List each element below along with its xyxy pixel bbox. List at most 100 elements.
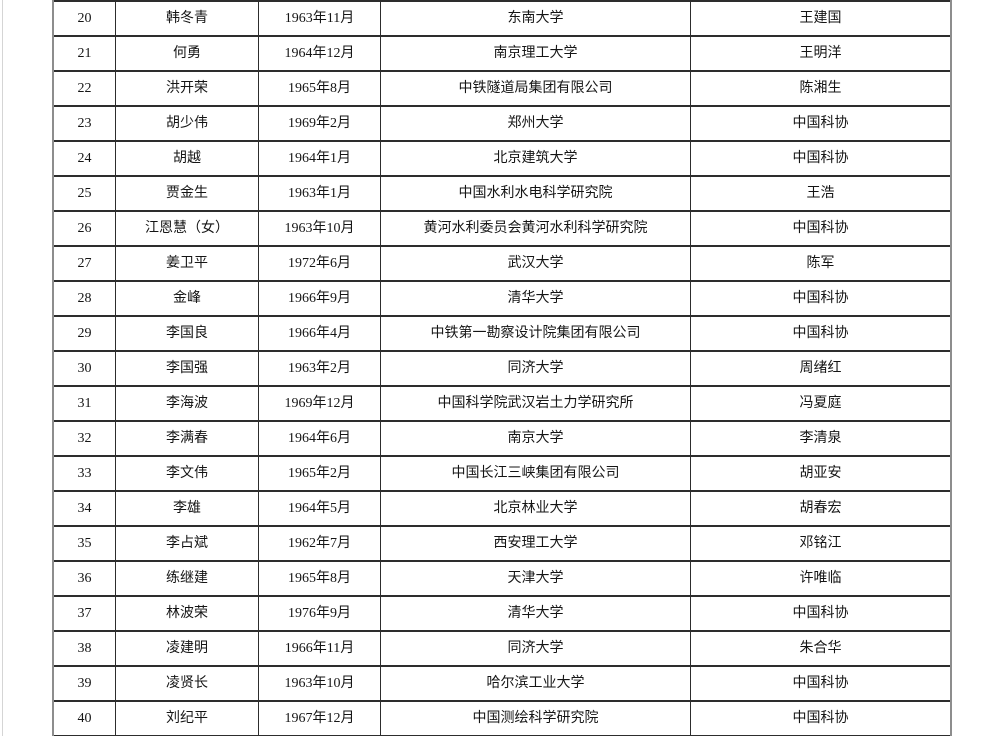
- table-row: 20 韩冬青 1963年11月 东南大学 王建国: [54, 2, 950, 37]
- cell-index: 24: [54, 142, 116, 175]
- cell-index: 26: [54, 212, 116, 245]
- cell-birth_date: 1963年10月: [259, 667, 381, 700]
- cell-workplace: 武汉大学: [381, 247, 691, 280]
- cell-workplace: 郑州大学: [381, 107, 691, 140]
- cell-name: 何勇: [116, 37, 259, 70]
- table-row: 37 林波荣 1976年9月 清华大学 中国科协: [54, 597, 950, 632]
- cell-birth_date: 1964年6月: [259, 422, 381, 455]
- cell-index: 38: [54, 632, 116, 665]
- cell-workplace: 南京理工大学: [381, 37, 691, 70]
- cell-name: 胡少伟: [116, 107, 259, 140]
- cell-name: 胡越: [116, 142, 259, 175]
- cell-birth_date: 1972年6月: [259, 247, 381, 280]
- table-row: 34 李雄 1964年5月 北京林业大学 胡春宏: [54, 492, 950, 527]
- table-row: 22 洪开荣 1965年8月 中铁隧道局集团有限公司 陈湘生: [54, 72, 950, 107]
- cell-workplace: 黄河水利委员会黄河水利科学研究院: [381, 212, 691, 245]
- cell-workplace: 同济大学: [381, 352, 691, 385]
- cell-index: 21: [54, 37, 116, 70]
- cell-index: 36: [54, 562, 116, 595]
- cell-name: 李海波: [116, 387, 259, 420]
- cell-workplace: 清华大学: [381, 597, 691, 630]
- cell-index: 33: [54, 457, 116, 490]
- cell-index: 37: [54, 597, 116, 630]
- cell-nominator: 中国科协: [792, 150, 849, 166]
- cell-index: 20: [54, 2, 116, 35]
- table-row: 33 李文伟 1965年2月 中国长江三峡集团有限公司 胡亚安: [54, 457, 950, 492]
- table-row: 39 凌贤长 1963年10月 哈尔滨工业大学 中国科协: [54, 667, 950, 702]
- cell-nominator: 中国科协: [792, 675, 849, 691]
- cell-workplace: 中国水利水电科学研究院: [381, 177, 691, 210]
- cell-birth_date: 1962年7月: [259, 527, 381, 560]
- table-row: 25 贾金生 1963年1月 中国水利水电科学研究院 王浩: [54, 177, 950, 212]
- cell-index: 25: [54, 177, 116, 210]
- cell-workplace: 北京林业大学: [381, 492, 691, 525]
- cell-birth_date: 1963年11月: [259, 2, 381, 35]
- cell-index: 39: [54, 667, 116, 700]
- cell-birth_date: 1969年2月: [259, 107, 381, 140]
- table-top-rule: [54, 0, 950, 2]
- cell-index: 32: [54, 422, 116, 455]
- cell-birth_date: 1965年2月: [259, 457, 381, 490]
- cell-index: 34: [54, 492, 116, 525]
- table-row: 31 李海波 1969年12月 中国科学院武汉岩土力学研究所 冯夏庭: [54, 387, 950, 422]
- cell-birth_date: 1963年10月: [259, 212, 381, 245]
- cell-nominator: 王浩: [806, 185, 835, 201]
- cell-nominator: 中国科协: [792, 290, 849, 306]
- cell-birth_date: 1963年1月: [259, 177, 381, 210]
- cell-name: 凌建明: [116, 632, 259, 665]
- cell-birth_date: 1976年9月: [259, 597, 381, 630]
- cell-name: 金峰: [116, 282, 259, 315]
- cell-birth_date: 1969年12月: [259, 387, 381, 420]
- cell-birth_date: 1966年11月: [259, 632, 381, 665]
- cell-workplace: 南京大学: [381, 422, 691, 455]
- cell-nominator: 陈湘生: [799, 80, 842, 96]
- cell-nominator: 陈军: [806, 255, 835, 271]
- cell-name: 李满春: [116, 422, 259, 455]
- cell-name: 李文伟: [116, 457, 259, 490]
- cell-nominator: 胡亚安: [799, 465, 842, 481]
- cell-index: 35: [54, 527, 116, 560]
- cell-name: 李占斌: [116, 527, 259, 560]
- cell-index: 30: [54, 352, 116, 385]
- table-row: 28 金峰 1966年9月 清华大学 中国科协: [54, 282, 950, 317]
- table-row: 23 胡少伟 1969年2月 郑州大学 中国科协: [54, 107, 950, 142]
- table-row: 35 李占斌 1962年7月 西安理工大学 邓铭江: [54, 527, 950, 562]
- cell-name: 洪开荣: [116, 72, 259, 105]
- table-row: 32 李满春 1964年6月 南京大学 李清泉: [54, 422, 950, 457]
- cell-workplace: 中国科学院武汉岩土力学研究所: [381, 387, 691, 420]
- cell-name: 李国强: [116, 352, 259, 385]
- cell-nominator: 许唯临: [799, 570, 842, 586]
- cell-birth_date: 1965年8月: [259, 72, 381, 105]
- page-left-edge: [2, 0, 3, 736]
- table-row: 30 李国强 1963年2月 同济大学 周绪红: [54, 352, 950, 387]
- cell-name: 贾金生: [116, 177, 259, 210]
- cell-nominator: 周绪红: [799, 360, 842, 376]
- cell-name: 李国良: [116, 317, 259, 350]
- cell-name: 江恩慧（女）: [116, 212, 259, 245]
- table-row: 36 练继建 1965年8月 天津大学 许唯临: [54, 562, 950, 597]
- cell-birth_date: 1964年1月: [259, 142, 381, 175]
- cell-birth_date: 1963年2月: [259, 352, 381, 385]
- cell-birth_date: 1966年9月: [259, 282, 381, 315]
- cell-nominator: 王明洋: [799, 45, 842, 61]
- cell-nominator: 中国科协: [792, 605, 849, 621]
- cell-index: 29: [54, 317, 116, 350]
- candidate-table: 20 韩冬青 1963年11月 东南大学 王建国 21 何勇 1964年12月 南京理工大学 王明…: [52, 0, 952, 736]
- cell-name: 刘纪平: [116, 702, 259, 735]
- cell-nominator: 胡春宏: [799, 500, 842, 516]
- cell-index: 22: [54, 72, 116, 105]
- cell-index: 27: [54, 247, 116, 280]
- cell-nominator: 朱合华: [799, 640, 842, 656]
- cell-workplace: 清华大学: [381, 282, 691, 315]
- cell-name: 姜卫平: [116, 247, 259, 280]
- cell-nominator: 中国科协: [792, 115, 849, 131]
- table-row: 29 李国良 1966年4月 中铁第一勘察设计院集团有限公司 中国科协: [54, 317, 950, 352]
- cell-workplace: 西安理工大学: [381, 527, 691, 560]
- cell-workplace: 中铁隧道局集团有限公司: [381, 72, 691, 105]
- cell-nominator: 邓铭江: [799, 535, 842, 551]
- cell-nominator: 冯夏庭: [799, 395, 842, 411]
- cell-nominator: 王建国: [799, 10, 842, 26]
- table-row: 40 刘纪平 1967年12月 中国测绘科学研究院 中国科协: [54, 702, 950, 736]
- table-row: 38 凌建明 1966年11月 同济大学 朱合华: [54, 632, 950, 667]
- cell-workplace: 中国测绘科学研究院: [381, 702, 691, 735]
